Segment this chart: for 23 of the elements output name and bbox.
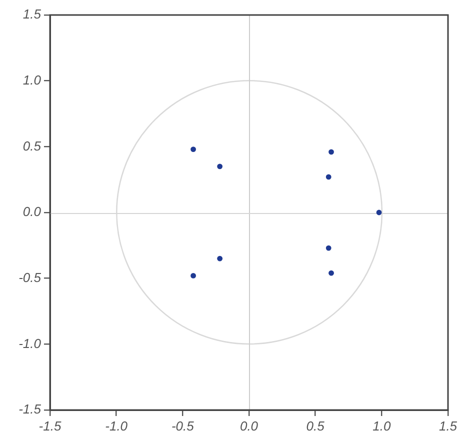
point xyxy=(217,164,223,170)
x-tick-label: 0.0 xyxy=(240,418,259,434)
y-tick-label: -0.5 xyxy=(18,270,42,285)
point xyxy=(190,273,196,278)
y-tick-label: -1.0 xyxy=(18,336,42,351)
point xyxy=(328,270,334,276)
point xyxy=(326,174,332,180)
y-tick-label: 0.5 xyxy=(22,138,42,154)
point xyxy=(190,146,196,152)
point xyxy=(326,245,332,251)
x-tick-label: -1.5 xyxy=(38,418,62,434)
x-tick-label: -0.5 xyxy=(171,418,195,434)
x-tick-label: 1.0 xyxy=(372,418,392,434)
y-tick-label: 1.0 xyxy=(22,72,42,88)
x-tick-label: 1.5 xyxy=(438,418,458,434)
y-tick-label: -1.5 xyxy=(18,402,42,417)
x-tick-label: 0.5 xyxy=(306,418,326,434)
y-tick-label: 1.5 xyxy=(22,6,42,22)
point xyxy=(328,149,334,155)
point xyxy=(217,256,223,262)
y-tick-label: 0.0 xyxy=(22,204,42,220)
x-tick-label: -1.0 xyxy=(105,418,128,434)
point xyxy=(376,210,382,216)
